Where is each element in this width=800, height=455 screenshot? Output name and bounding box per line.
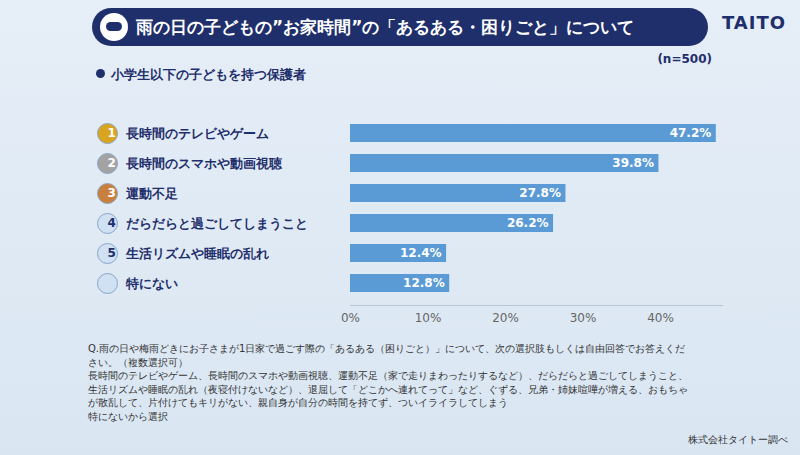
html-text:Q.雨の日や梅雨どきにお子さまが1日家で過ごす際の「あるある: Q.雨の日や梅雨どきにお子さまが1日家で過ごす際の「あるある（困りごと）」につい… [88,343,686,368]
svg-text:長時間のテレビやゲーム: 長時間のテレビやゲーム [125,126,269,141]
svg-text:0%: 0% [341,311,360,325]
svg-text:40%: 40% [647,311,674,325]
svg-text:26.2%: 26.2% [507,216,549,230]
svg-text:3: 3 [108,186,116,200]
svg-text:47.2%: 47.2% [670,126,712,140]
svg-text:2: 2 [108,156,116,170]
html-text:小学生以下の子どもを持つ保護者: 小学生以下の子どもを持つ保護者 [111,67,306,82]
svg-text:4: 4 [108,216,116,230]
svg-text:特にない: 特にない [125,276,178,291]
html-text:雨の日の子どもの”お家時間”の「あるある・困りごと」について: 雨の日の子どもの”お家時間”の「あるある・困りごと」について [136,17,635,37]
svg-text:20%: 20% [492,311,519,325]
svg-text:5: 5 [108,246,116,260]
svg-text:だらだらと過ごしてしまうこと: だらだらと過ごしてしまうこと [126,216,308,231]
svg-text:長時間のスマホや動画視聴: 長時間のスマホや動画視聴 [125,156,283,171]
svg-text:10%: 10% [415,311,442,325]
svg-text:30%: 30% [570,311,597,325]
svg-text:1: 1 [108,126,116,140]
svg-text:39.8%: 39.8% [612,156,654,170]
html-text:(n=500): (n=500) [657,52,712,66]
html-text:特にないから選択: 特にないから選択 [88,410,168,422]
svg-text:12.4%: 12.4% [400,246,442,260]
svg-text:運動不足: 運動不足 [125,186,178,201]
html-text:TAITO: TAITO [721,12,786,33]
html-text:株式会社タイトー調べ: 株式会社タイトー調べ [688,434,788,445]
svg-text:12.8%: 12.8% [403,276,445,290]
svg-text:27.8%: 27.8% [519,186,561,200]
svg-text:生活リズムや睡眠の乱れ: 生活リズムや睡眠の乱れ [125,246,269,261]
html-text:長時間のテレビやゲーム、長時間のスマホや動画視聴、運動不足（: 長時間のテレビやゲーム、長時間のスマホや動画視聴、運動不足（家で走りまわったりす… [88,370,688,408]
